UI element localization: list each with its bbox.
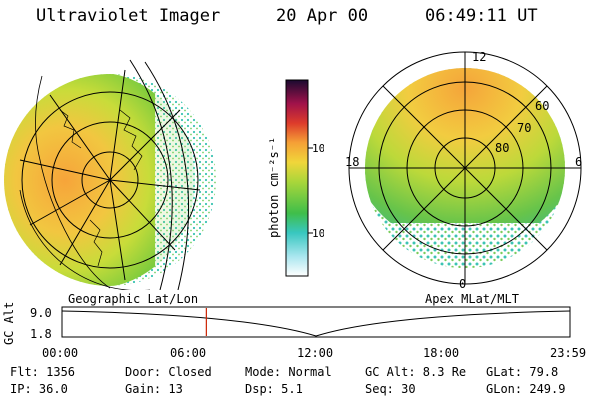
status-glat: GLat: 79.8 bbox=[486, 365, 559, 379]
mlt-label-6: 6 bbox=[575, 155, 582, 169]
colorbar: 100 10 photon cm⁻²s⁻¹ bbox=[267, 79, 324, 277]
altitude-timeline bbox=[61, 306, 571, 338]
status-gc-alt: GC Alt: 8.3 Re bbox=[365, 365, 467, 379]
x-tick-0600: 06:00 bbox=[170, 346, 207, 360]
geographic-image bbox=[4, 59, 216, 290]
y-max-label: 9.0 bbox=[30, 306, 52, 320]
mlt-label-12: 12 bbox=[472, 50, 486, 64]
polar-image: 12 18 6 0 60 70 80 bbox=[345, 50, 582, 288]
status-seq: Seq: 30 bbox=[365, 382, 416, 396]
mlt-label-18: 18 bbox=[345, 155, 359, 169]
x-tick-1200: 12:00 bbox=[297, 346, 334, 360]
y-min-label: 1.8 bbox=[30, 327, 52, 341]
status-glon: GLon: 249.9 bbox=[486, 382, 566, 396]
lat-label-60: 60 bbox=[535, 99, 549, 113]
date-label: 20 Apr 00 bbox=[276, 6, 369, 26]
gc-alt-axis-label: GC Alt bbox=[2, 301, 16, 345]
apex-label: Apex MLat/MLT bbox=[425, 292, 519, 306]
time-label: 06:49:11 UT bbox=[425, 6, 538, 26]
mlt-label-0: 0 bbox=[459, 277, 466, 288]
x-tick-0000: 00:00 bbox=[42, 346, 79, 360]
status-ip: IP: 36.0 bbox=[10, 382, 68, 396]
geographic-label: Geographic Lat/Lon bbox=[68, 292, 199, 306]
x-tick-1800: 18:00 bbox=[423, 346, 460, 360]
colorbar-tick-100: 100 bbox=[312, 142, 324, 155]
status-dsp: Dsp: 5.1 bbox=[245, 382, 303, 396]
status-gain: Gain: 13 bbox=[125, 382, 183, 396]
colorbar-tick-10: 10 bbox=[312, 227, 324, 240]
app-title: Ultraviolet Imager bbox=[36, 6, 221, 26]
lat-label-80: 80 bbox=[495, 141, 509, 155]
x-tick-2359: 23:59 bbox=[550, 346, 587, 360]
status-flt: Flt: 1356 bbox=[10, 365, 76, 379]
status-door: Door: Closed bbox=[125, 365, 212, 379]
lat-label-70: 70 bbox=[517, 121, 531, 135]
status-mode: Mode: Normal bbox=[245, 365, 332, 379]
colorbar-unit-label: photon cm⁻²s⁻¹ bbox=[267, 137, 281, 238]
